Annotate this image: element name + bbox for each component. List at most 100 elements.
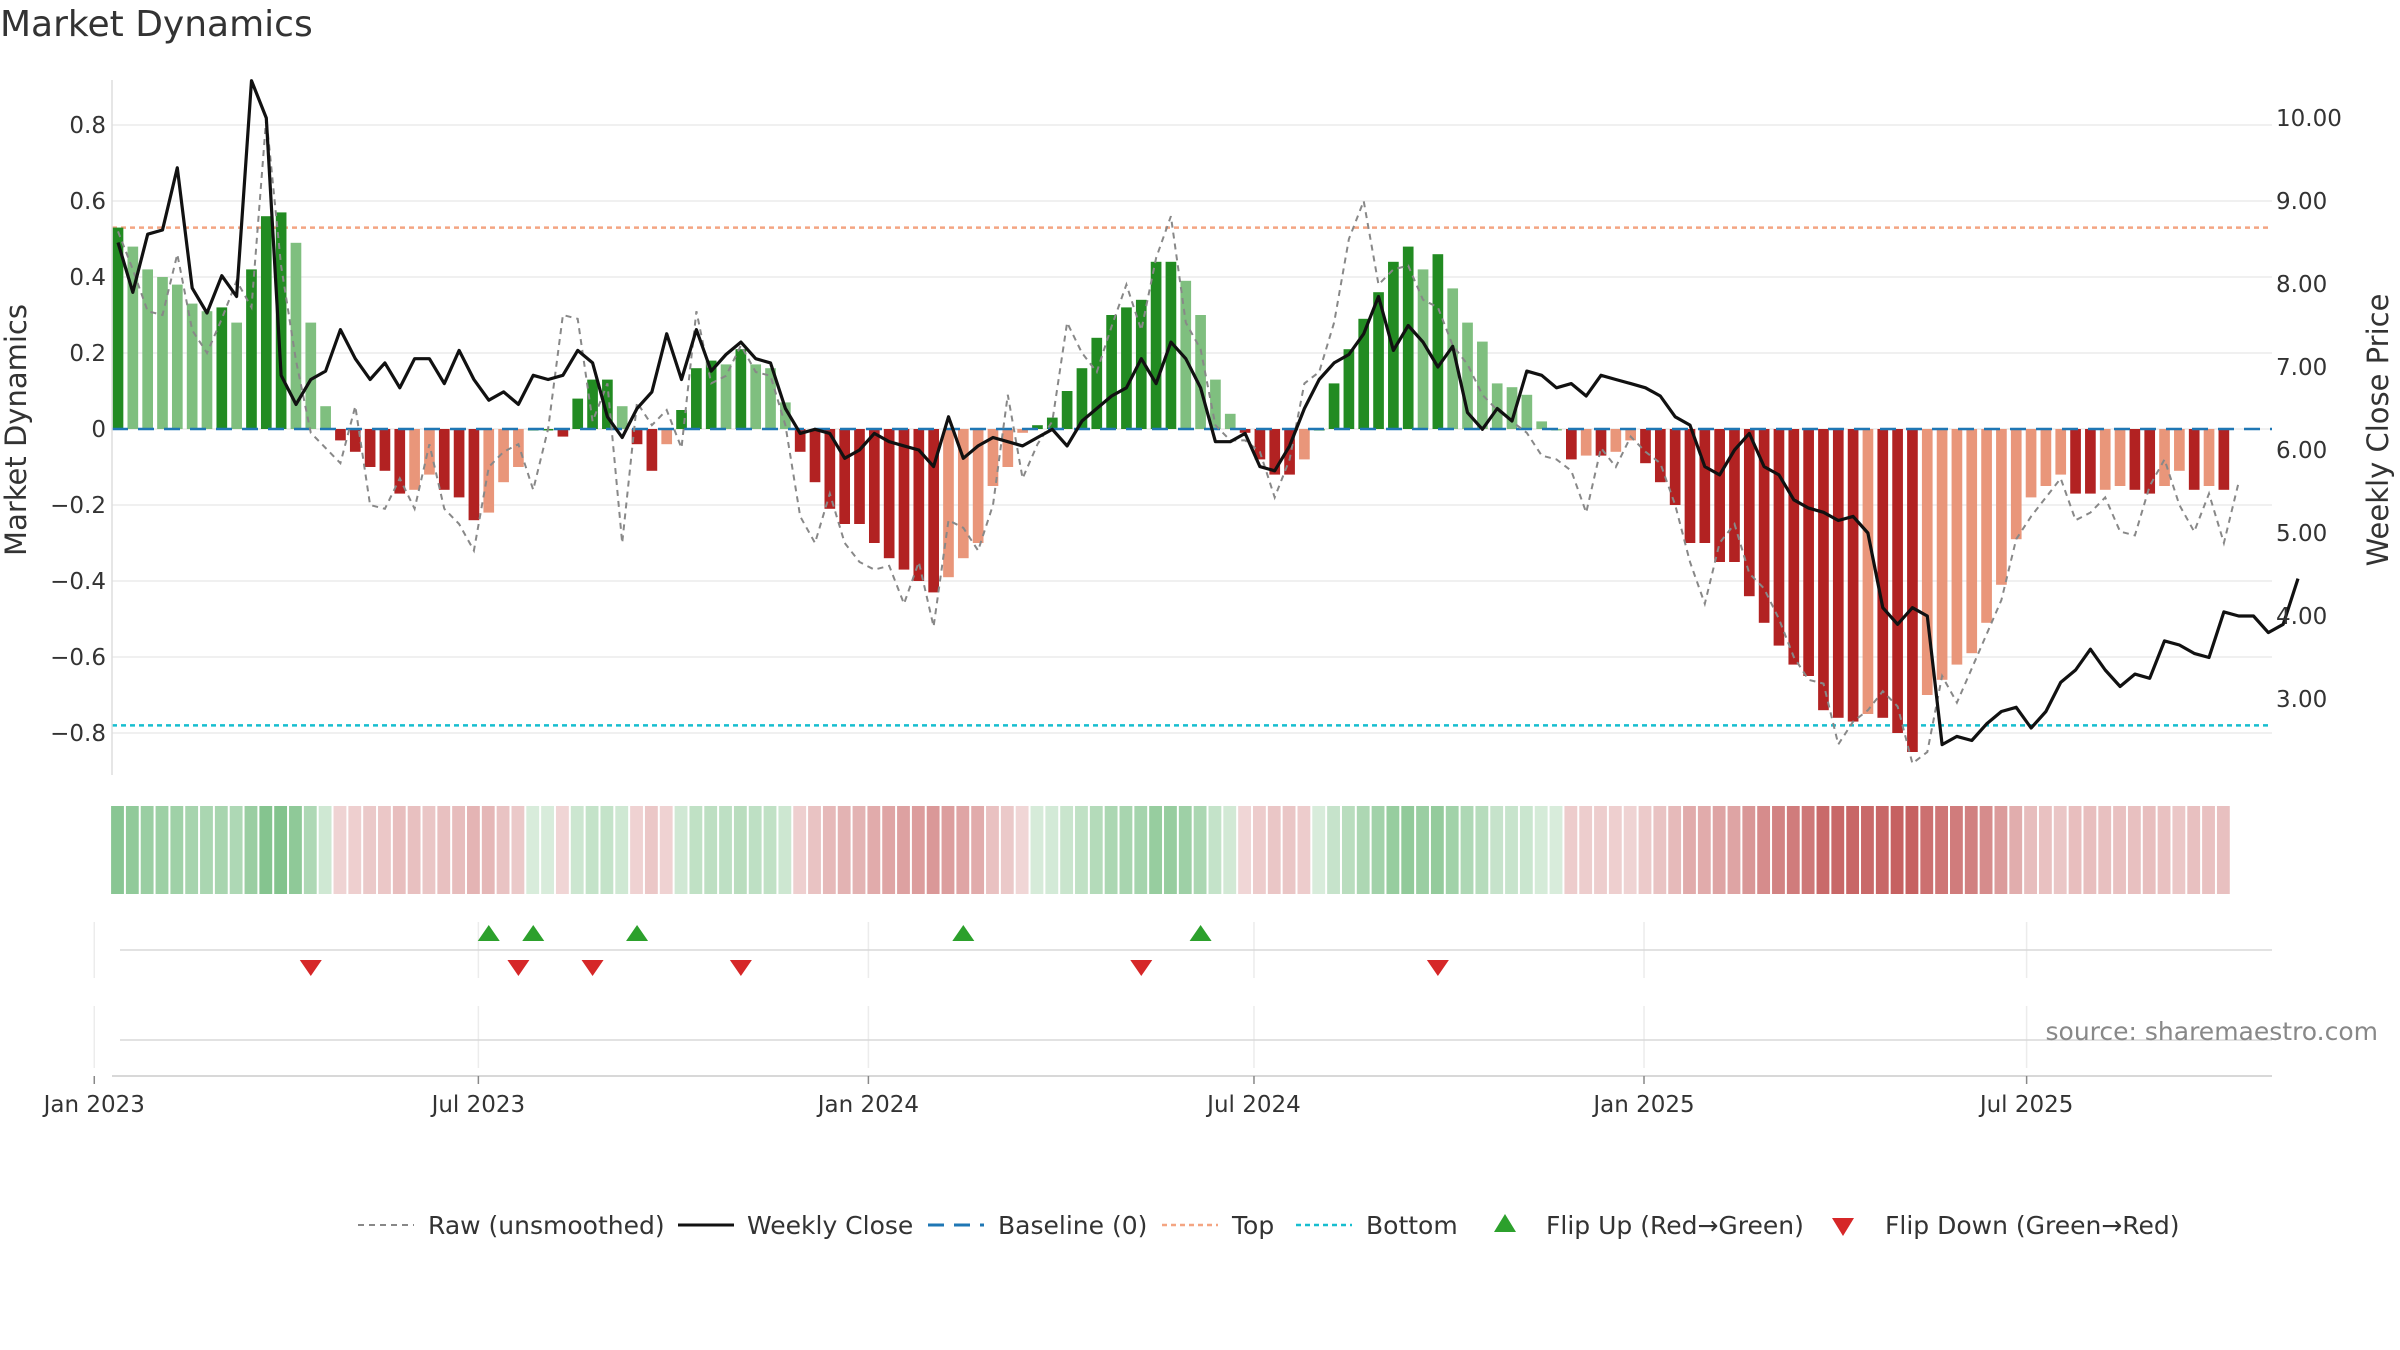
regime-strip-cell xyxy=(1282,806,1296,894)
dynamics-bar xyxy=(587,379,598,429)
dynamics-bar xyxy=(868,429,880,543)
regime-strip-cell xyxy=(348,806,362,894)
dynamics-bar xyxy=(750,364,762,429)
dynamics-bar xyxy=(2025,429,2037,498)
dynamics-bar xyxy=(1714,429,1725,562)
flip-down-marker xyxy=(1130,960,1153,976)
x-tick-label: Jul 2025 xyxy=(1978,1092,2074,1118)
regime-strip-cell xyxy=(467,806,480,894)
regime-strip-cell xyxy=(2127,806,2141,894)
y2-tick-label: 10.00 xyxy=(2276,106,2342,132)
regime-strip-cell xyxy=(1519,806,1533,894)
regime-strip-cell xyxy=(1193,806,1207,894)
dynamics-bar xyxy=(231,322,242,429)
regime-strip-cell xyxy=(763,806,777,894)
regime-strip-cell xyxy=(1979,806,1993,894)
dynamics-bar xyxy=(216,307,228,429)
dynamics-bar xyxy=(987,429,999,486)
regime-strip-cell xyxy=(2142,806,2156,894)
regime-strip-cell xyxy=(971,806,985,894)
regime-strip-cell xyxy=(1786,806,1800,894)
regime-strip-cell xyxy=(125,806,139,894)
dynamics-bar xyxy=(1462,322,1473,429)
dynamics-bar xyxy=(2159,429,2170,486)
dynamics-bar xyxy=(943,429,954,578)
regime-strip-cell xyxy=(541,806,554,894)
axes: 0.8 0.6 0.4 0.2 0 −0.2 −0.4 −0.6 −0.8 10.00 9.00 8.… xyxy=(50,80,2342,775)
dynamics-bar xyxy=(1299,429,1310,460)
y-tick-label: −0.2 xyxy=(50,493,106,519)
regime-strip-cell xyxy=(719,806,732,894)
dynamics-bar xyxy=(2188,429,2200,490)
regime-strip-cell xyxy=(1341,806,1355,894)
dynamics-bar xyxy=(1996,429,2007,585)
dynamics-bar xyxy=(1580,429,1592,456)
x-tick-label: Jan 2024 xyxy=(816,1092,919,1118)
y-tick-label: −0.6 xyxy=(50,645,106,671)
dynamics-bar xyxy=(1803,429,1814,676)
regime-strip-cell xyxy=(1208,806,1222,894)
dynamics-bar xyxy=(1017,429,1028,433)
regime-strip-cell xyxy=(1030,806,1044,894)
regime-strip-cell xyxy=(1712,806,1726,894)
y2-tick-label: 5.00 xyxy=(2276,521,2327,547)
dynamics-bar xyxy=(1180,280,1192,429)
regime-strip-cell xyxy=(2187,806,2201,894)
regime-strip-cell xyxy=(1505,806,1518,894)
regime-strip-cell xyxy=(1950,806,1963,894)
dynamics-bar xyxy=(735,349,747,429)
regime-strip-cell xyxy=(1920,806,1934,894)
regime-strip-cell xyxy=(1445,806,1459,894)
raw-series-line xyxy=(117,117,2240,766)
dynamics-bar xyxy=(453,429,465,498)
regime-strip-cell xyxy=(1549,806,1563,894)
dynamics-bar xyxy=(1061,391,1073,429)
dynamics-bar xyxy=(1491,383,1503,429)
dynamics-bar xyxy=(1002,429,1014,467)
legend-raw-label: Raw (unsmoothed) xyxy=(428,1211,665,1240)
regime-strip-cell xyxy=(1579,806,1593,894)
dynamics-bar xyxy=(720,364,732,429)
dynamics-bar xyxy=(646,429,658,471)
dynamics-bar xyxy=(602,379,613,429)
y2-tick-label: 6.00 xyxy=(2276,438,2327,464)
dynamics-bar xyxy=(246,269,257,429)
regime-strip-cell xyxy=(882,806,896,894)
y-tick-label: 0.2 xyxy=(69,341,106,367)
dynamics-bar xyxy=(1610,429,1622,452)
dynamics-bar xyxy=(1506,387,1518,429)
regime-strip-cell xyxy=(318,806,332,894)
dynamics-bar xyxy=(572,398,584,429)
y-tick-label: 0.4 xyxy=(69,265,106,291)
regime-strip-cell xyxy=(170,806,184,894)
y2-tick-label: 9.00 xyxy=(2276,189,2327,215)
dynamics-bar xyxy=(1758,429,1770,623)
dynamics-bar xyxy=(1729,429,1740,562)
regime-strip-cell xyxy=(1164,806,1177,894)
dynamics-bar xyxy=(1921,429,1933,695)
regime-strip-cell xyxy=(778,806,792,894)
regime-strip-cell xyxy=(392,806,406,894)
legend: Raw (unsmoothed) Weekly Close Baseline (… xyxy=(358,1211,2180,1240)
flip-up-marker xyxy=(1189,925,1212,941)
regime-strip-cell xyxy=(1089,806,1103,894)
dynamics-bar xyxy=(1477,341,1488,429)
regime-strip-cell xyxy=(200,806,213,894)
dynamics-bar xyxy=(1224,413,1236,429)
y-tick-label: −0.4 xyxy=(50,569,106,595)
regime-strip-cell xyxy=(185,806,199,894)
regime-strip-cell xyxy=(1015,806,1029,894)
regime-strip-cell xyxy=(1831,806,1845,894)
dynamics-bar xyxy=(631,429,643,445)
dynamics-bar xyxy=(1832,429,1844,718)
regime-strip-cell xyxy=(1267,806,1281,894)
dynamics-bar xyxy=(171,284,183,429)
dynamics-bar xyxy=(127,246,139,429)
regime-strip-cell xyxy=(659,806,673,894)
dynamics-bar xyxy=(2174,429,2185,471)
regime-strip-cell xyxy=(2157,806,2171,894)
source-credit: source: sharemaestro.com xyxy=(2046,1017,2379,1046)
dynamics-bar xyxy=(1640,429,1651,464)
regime-strip-cell xyxy=(1104,806,1118,894)
flip-down-marker xyxy=(1426,960,1449,976)
